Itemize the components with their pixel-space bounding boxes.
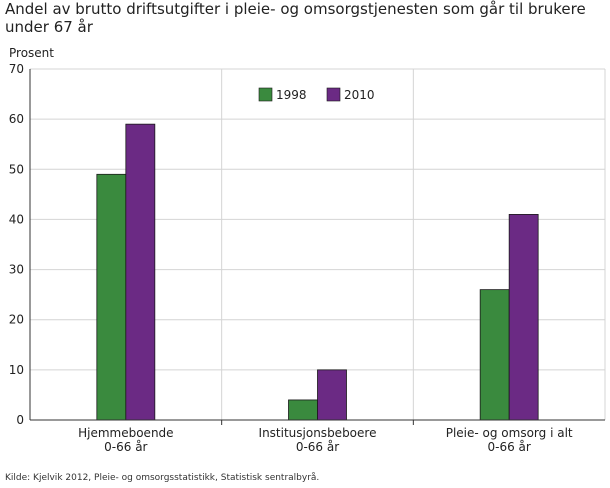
y-tick-labels: 0 10 20 30 40 50 60 70 — [9, 62, 24, 427]
category-label-1: Institusjonsbeboere 0-66 år — [259, 426, 377, 454]
category-labels: Hjemmeboende 0-66 år Institusjonsbeboere 0-… — [78, 426, 573, 454]
bar-1998-0 — [96, 173, 127, 421]
y-tick-50: 50 — [9, 162, 24, 176]
y-tick-30: 30 — [9, 263, 24, 277]
bar-2010-1 — [317, 369, 347, 421]
chart-title: Andel av brutto driftsutgifter i pleie- … — [5, 0, 586, 36]
category-label-2: Pleie- og omsorg i alt 0-66 år — [446, 426, 573, 454]
bars — [96, 123, 539, 421]
axes — [29, 69, 605, 425]
source-note: Kilde: Kjelvik 2012, Pleie- og omsorgsst… — [5, 473, 320, 483]
bar-1998-1 — [288, 399, 318, 421]
y-tick-60: 60 — [9, 112, 24, 126]
y-axis-label: Prosent — [9, 46, 54, 60]
y-tick-20: 20 — [9, 313, 24, 327]
legend-swatch-1998 — [258, 87, 273, 102]
bar-1998-2 — [479, 289, 510, 421]
category-label-0: Hjemmeboende 0-66 år — [78, 426, 173, 454]
y-tick-0: 0 — [16, 413, 24, 427]
legend: 1998 2010 — [258, 87, 375, 102]
bar-2010-0 — [125, 123, 156, 421]
legend-label-2010: 2010 — [344, 88, 375, 102]
bar-2010-2 — [508, 214, 539, 421]
y-tick-40: 40 — [9, 212, 24, 226]
legend-label-1998: 1998 — [276, 88, 307, 102]
y-tick-10: 10 — [9, 363, 24, 377]
y-tick-70: 70 — [9, 62, 24, 76]
legend-swatch-2010 — [326, 87, 341, 102]
